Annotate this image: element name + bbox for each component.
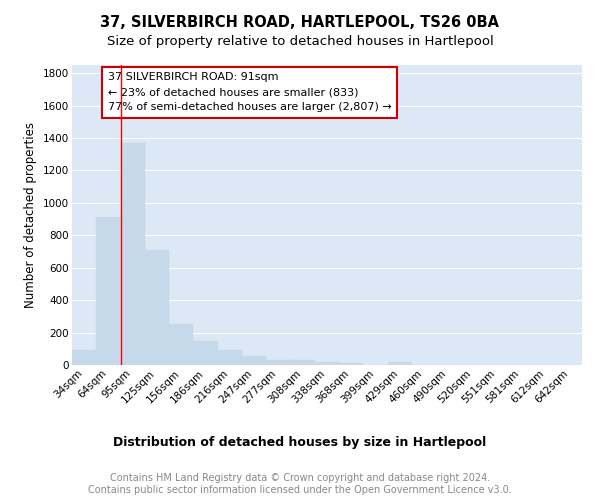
Bar: [145, 250, 169, 365]
Bar: [96, 218, 121, 365]
Bar: [121, 143, 145, 365]
Text: 37 SILVERBIRCH ROAD: 91sqm
← 23% of detached houses are smaller (833)
77% of sem: 37 SILVERBIRCH ROAD: 91sqm ← 23% of deta…: [108, 72, 391, 112]
Bar: [72, 350, 96, 365]
Bar: [242, 356, 266, 365]
Text: Size of property relative to detached houses in Hartlepool: Size of property relative to detached ho…: [107, 34, 493, 48]
Bar: [315, 362, 339, 365]
Text: Contains HM Land Registry data © Crown copyright and database right 2024.
Contai: Contains HM Land Registry data © Crown c…: [88, 473, 512, 495]
Bar: [169, 324, 193, 365]
Text: Distribution of detached houses by size in Hartlepool: Distribution of detached houses by size …: [113, 436, 487, 449]
Bar: [266, 360, 290, 365]
Y-axis label: Number of detached properties: Number of detached properties: [25, 122, 37, 308]
Bar: [193, 342, 218, 365]
Bar: [388, 362, 412, 365]
Bar: [218, 350, 242, 365]
Text: 37, SILVERBIRCH ROAD, HARTLEPOOL, TS26 0BA: 37, SILVERBIRCH ROAD, HARTLEPOOL, TS26 0…: [101, 15, 499, 30]
Bar: [339, 363, 364, 365]
Bar: [290, 360, 315, 365]
